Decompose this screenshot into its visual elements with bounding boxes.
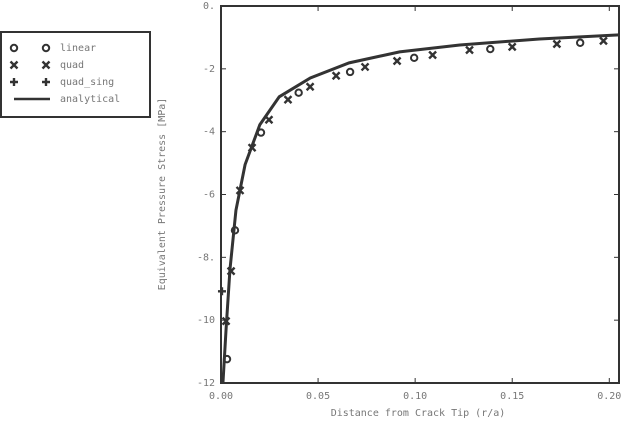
point [575, 38, 585, 47]
legend-label: quad [60, 60, 84, 71]
y-tick-label: -10 [197, 315, 215, 326]
x-tick-label: 0.05 [306, 391, 330, 402]
point [305, 82, 315, 92]
legend-label: linear [60, 43, 96, 54]
y-tick-label: -6 [203, 190, 215, 201]
point [345, 67, 355, 77]
legend-marker [10, 78, 18, 86]
point [552, 39, 562, 49]
legend-marker [41, 60, 51, 70]
curve [221, 33, 620, 384]
point [486, 44, 495, 54]
y-axis-label: Equivalent Pressure Stress [MPa] [157, 98, 168, 291]
point [392, 56, 402, 66]
x-tick-label: 0.15 [500, 391, 524, 402]
legend-marker [41, 43, 51, 53]
point [360, 62, 370, 72]
y-tick-label: -2 [203, 64, 215, 75]
point [283, 95, 293, 104]
x-tick-label: 0.00 [209, 391, 233, 402]
y-tick-label: -4 [203, 127, 215, 138]
point [599, 36, 608, 46]
point [507, 42, 517, 52]
point [465, 45, 474, 55]
y-tick-label: -8. [197, 252, 215, 263]
x-axis-label: Distance from Crack Tip (r/a) [331, 408, 506, 419]
legend-label: quad_sing [60, 77, 114, 88]
legend-marker [9, 60, 19, 70]
y-tick-label: -12 [197, 378, 215, 389]
point [294, 88, 303, 97]
legend-label: analytical [60, 94, 120, 105]
x-tick-label: 0.10 [403, 391, 427, 402]
legend-box [0, 31, 151, 118]
y-tick-label: 0. [203, 1, 215, 12]
plot-frame [220, 5, 620, 384]
legend-marker [42, 78, 50, 86]
point [409, 53, 419, 63]
x-tick-label: 0.20 [597, 391, 621, 402]
point [331, 71, 341, 81]
point [428, 50, 437, 60]
point [217, 287, 226, 296]
legend-marker [9, 43, 19, 53]
